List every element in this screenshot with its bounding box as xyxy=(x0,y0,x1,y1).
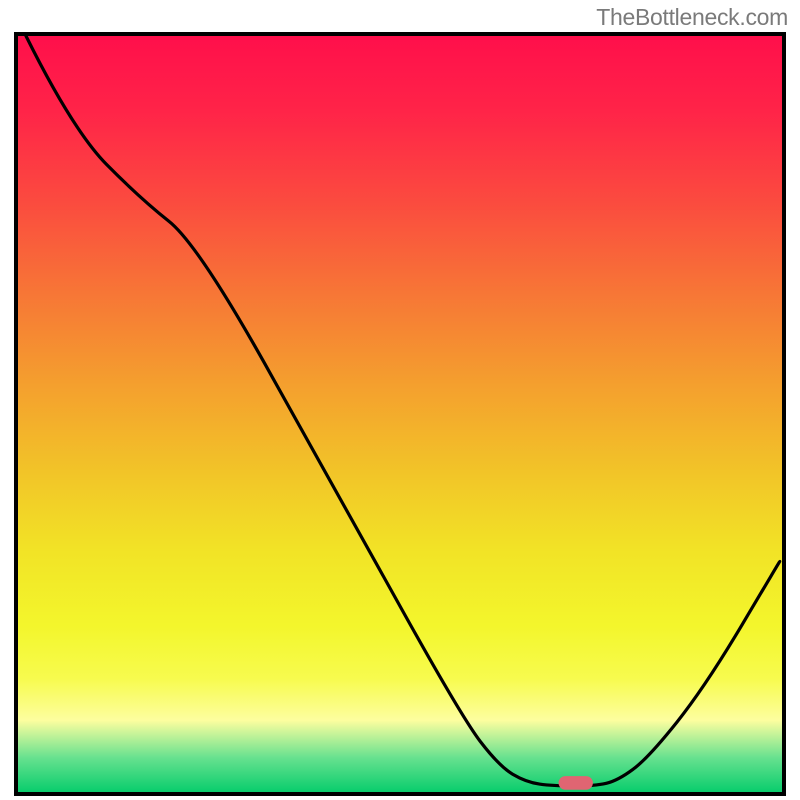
attribution-text: TheBottleneck.com xyxy=(596,4,788,31)
optimal-marker xyxy=(559,776,593,790)
figure: TheBottleneck.com xyxy=(0,0,800,800)
chart-svg xyxy=(14,32,786,796)
gradient-background xyxy=(18,36,782,792)
chart-area xyxy=(14,32,786,796)
